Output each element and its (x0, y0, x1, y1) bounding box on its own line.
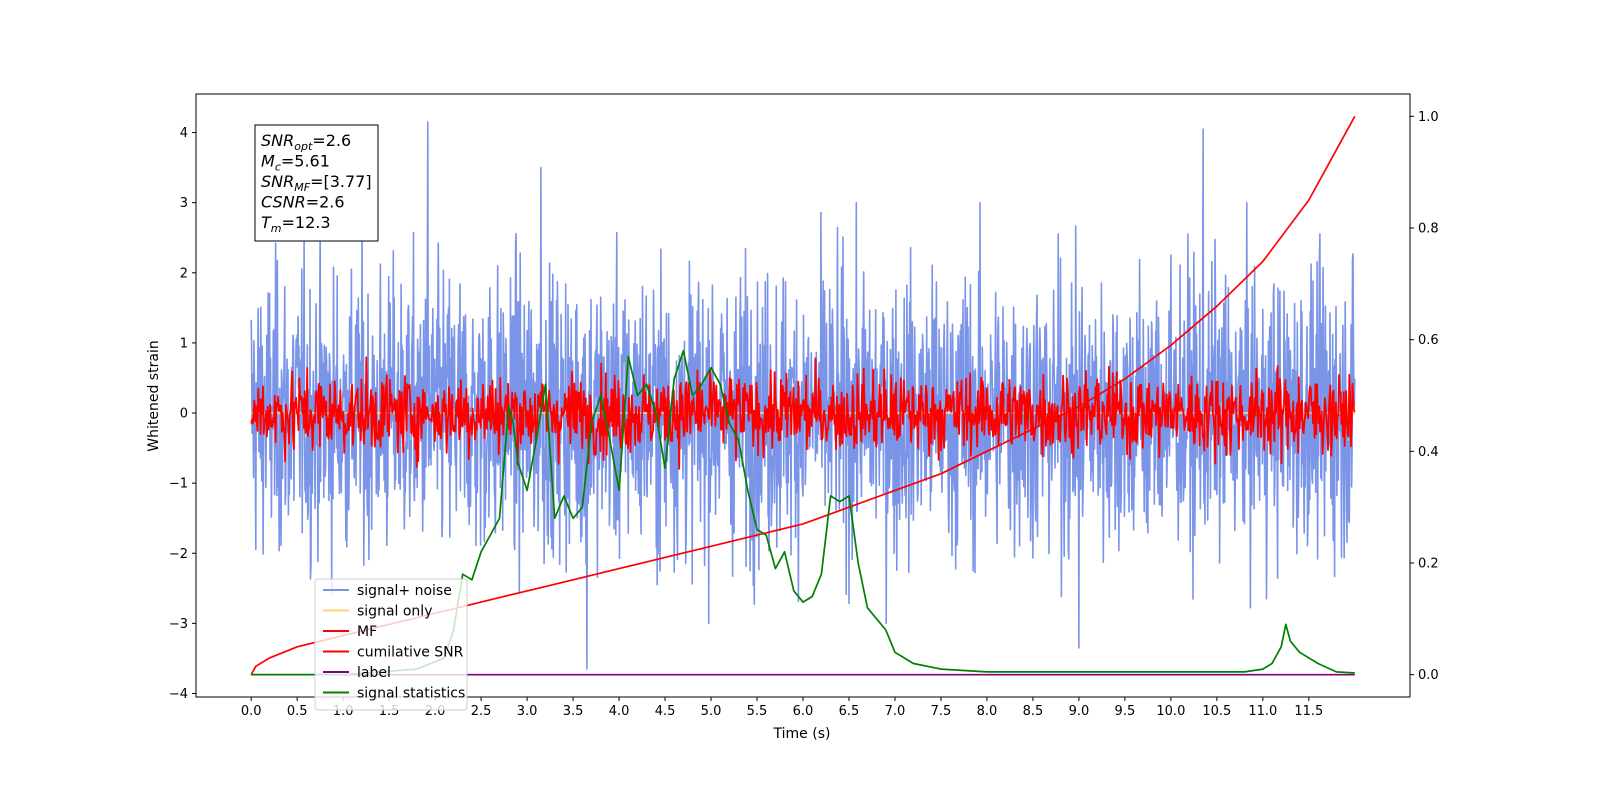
x-tick-label: 8.0 (977, 704, 998, 719)
y-tick-label: −3 (169, 617, 188, 632)
y-tick-label: −1 (169, 477, 188, 492)
x-tick-label: 4.0 (609, 704, 630, 719)
x-tick-label: 10.5 (1202, 704, 1231, 719)
x-tick-label: 11.0 (1248, 704, 1277, 719)
stats-line: Tm=12.3 (261, 213, 331, 235)
series-line-0 (250, 121, 1356, 670)
legend-label: signal+ noise (357, 583, 452, 599)
x-tick-label: 11.5 (1294, 704, 1323, 719)
stats-line: SNRopt=2.6 (261, 131, 351, 153)
legend-frame (314, 578, 468, 711)
y2-tick-label: 0.0 (1418, 668, 1439, 683)
stats-line: Mc=5.61 (261, 152, 330, 174)
x-axis-label: Time (s) (773, 726, 831, 742)
x-tick-label: 7.5 (931, 704, 952, 719)
legend-label: cumilative SNR (357, 645, 464, 661)
stats-box: SNRopt=2.6Mc=5.61SNRMF=[3.77]CSNR=2.6Tm=… (254, 124, 379, 242)
legend: signal+ noise signal only MF cumilative SNR… (314, 578, 468, 711)
y-tick-label: 2 (180, 266, 188, 281)
x-tick-label: 3.5 (563, 704, 584, 719)
x-tick-label: 4.5 (655, 704, 676, 719)
y-tick-label: 0 (180, 407, 188, 422)
x-axis: 0.0 0.5 1.0 1.5 2.0 2.5 3.0 3.5 4.0 4.5 5.0 5.5 6.0 6… (241, 697, 1323, 719)
y-tick-label: 1 (180, 336, 188, 351)
x-tick-label: 10.0 (1156, 704, 1185, 719)
y2-tick-label: 0.2 (1418, 557, 1439, 572)
y-tick-label: 3 (180, 196, 188, 211)
x-tick-label: 0.0 (241, 704, 262, 719)
series-line-5 (251, 349, 1355, 676)
x-tick-label: 5.0 (701, 704, 722, 719)
x-tick-label: 9.5 (1115, 704, 1136, 719)
legend-label: label (357, 665, 391, 681)
series-line-2 (250, 356, 1356, 470)
x-tick-label: 9.0 (1069, 704, 1090, 719)
y-tick-label: −2 (169, 547, 188, 562)
x-tick-label: 0.5 (287, 704, 308, 719)
y-axis-left: 4 3 2 1 0 −1 −2 −3 −4 (169, 126, 196, 702)
y-axis-right: 1.0 0.8 0.6 0.4 0.2 0.0 (1410, 110, 1439, 683)
stats-line: SNRMF=[3.77] (261, 172, 372, 194)
y-axis-label: Whitened strain (146, 340, 162, 451)
legend-label: signal statistics (357, 686, 465, 702)
y2-tick-label: 0.8 (1418, 222, 1439, 237)
y2-tick-label: 0.6 (1418, 333, 1439, 348)
x-tick-label: 8.5 (1023, 704, 1044, 719)
x-tick-label: 2.5 (471, 704, 492, 719)
y2-tick-label: 0.4 (1418, 445, 1439, 460)
stats-line: CSNR=2.6 (261, 193, 345, 212)
y-tick-label: 4 (180, 126, 188, 141)
stats-box-frame (254, 124, 379, 242)
x-tick-label: 6.5 (839, 704, 860, 719)
y-tick-label: −4 (169, 687, 188, 702)
y2-tick-label: 1.0 (1418, 110, 1439, 125)
legend-label: MF (357, 624, 377, 640)
x-tick-label: 3.0 (517, 704, 538, 719)
x-tick-label: 7.0 (885, 704, 906, 719)
x-tick-label: 6.0 (793, 704, 814, 719)
x-tick-label: 5.5 (747, 704, 768, 719)
legend-label: signal only (357, 604, 432, 620)
